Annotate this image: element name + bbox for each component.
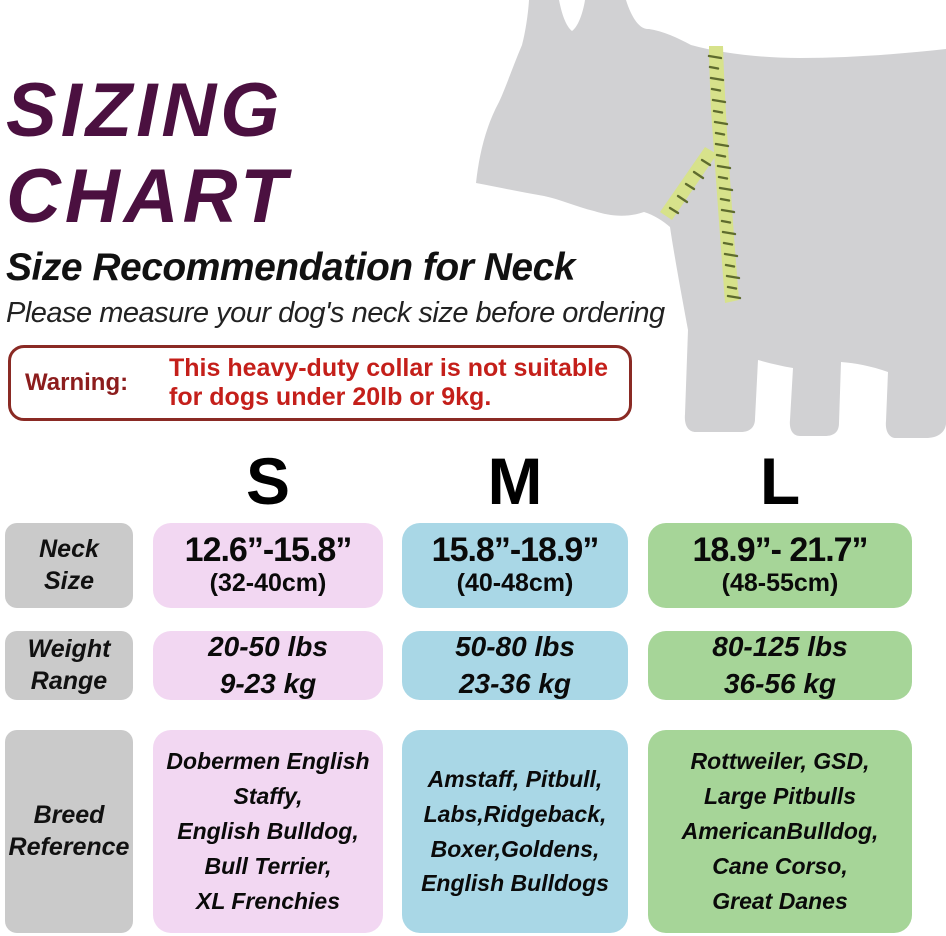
row-header-line: Weight <box>27 635 111 664</box>
breed-line: English Bulldogs <box>421 870 609 897</box>
breed-line: Cane Corso, <box>712 852 848 879</box>
measuring-tape-icon <box>660 46 742 303</box>
weight-range-row-header: Weight Range <box>5 631 133 700</box>
breed-line: Great Danes <box>712 887 848 914</box>
page-title: SIZING CHART <box>6 68 291 240</box>
breed-cell-m: Amstaff, Pitbull, Labs,Ridgeback, Boxer,… <box>402 730 628 933</box>
weight-cell-m: 50-80 lbs 23-36 kg <box>402 631 628 700</box>
weight-kg: 23-36 kg <box>458 667 572 699</box>
warning-text-line2: for dogs under 20lb or 9kg. <box>169 383 492 411</box>
breed-line: XL Frenchies <box>195 887 341 914</box>
warning-label: Warning: <box>25 369 129 396</box>
neck-size-cell-m: 15.8”-18.9” (40-48cm) <box>402 523 628 608</box>
neck-inches: 12.6”-15.8” <box>184 530 353 569</box>
breed-line: Boxer,Goldens, <box>430 835 600 862</box>
neck-inches: 15.8”-18.9” <box>431 530 600 569</box>
breed-line: Large Pitbulls <box>703 783 857 810</box>
size-column-letter-s: S <box>245 444 291 518</box>
neck-cm: (40-48cm) <box>456 569 574 598</box>
subtitle: Size Recommendation for Neck <box>6 246 575 289</box>
breed-line: Rottweiler, GSD, <box>690 748 870 775</box>
row-header-line: Neck <box>39 535 99 564</box>
weight-cell-l: 80-125 lbs 36-56 kg <box>648 631 912 700</box>
weight-kg: 36-56 kg <box>723 667 837 699</box>
dog-illustration <box>458 0 946 442</box>
neck-inches: 18.9”- 21.7” <box>692 530 868 569</box>
breed-line: Amstaff, Pitbull, <box>427 765 603 792</box>
row-header-line: Size <box>43 566 95 595</box>
neck-size-cell-l: 18.9”- 21.7” (48-55cm) <box>648 523 912 608</box>
measure-instruction: Please measure your dog's neck size befo… <box>6 297 665 329</box>
warning-text-line1: This heavy-duty collar is not suitable <box>169 354 608 382</box>
neck-cm: (48-55cm) <box>721 569 839 598</box>
weight-lbs: 50-80 lbs <box>455 631 575 663</box>
weight-cell-s: 20-50 lbs 9-23 kg <box>153 631 383 700</box>
neck-cm: (32-40cm) <box>209 569 327 598</box>
page-title-line1: SIZING <box>6 68 284 153</box>
breed-reference-row-header: Breed Reference <box>5 730 133 933</box>
size-column-letter-m: M <box>487 444 543 518</box>
warning-text: This heavy-duty collar is not suitable f… <box>169 354 608 412</box>
tape-tick-marks <box>668 54 742 300</box>
breed-line: Staffy, <box>233 783 303 810</box>
weight-lbs: 20-50 lbs <box>208 631 328 663</box>
weight-kg: 9-23 kg <box>219 667 317 699</box>
breed-line: AmericanBulldog, <box>681 818 879 845</box>
breed-cell-l: Rottweiler, GSD, Large Pitbulls American… <box>648 730 912 933</box>
weight-lbs: 80-125 lbs <box>712 631 848 663</box>
breed-line: Bull Terrier, <box>204 852 332 879</box>
page-title-line2: CHART <box>6 154 291 239</box>
size-column-letter-l: L <box>759 444 801 518</box>
dog-silhouette-icon <box>476 0 946 438</box>
neck-size-cell-s: 12.6”-15.8” (32-40cm) <box>153 523 383 608</box>
breed-line: Dobermen English <box>166 748 370 775</box>
row-header-line: Reference <box>8 832 130 861</box>
breed-line: English Bulldog, <box>177 818 359 845</box>
warning-box: Warning: This heavy-duty collar is not s… <box>8 345 632 421</box>
dog-body-shape <box>476 0 946 438</box>
row-header-line: Breed <box>33 801 105 830</box>
row-header-line: Range <box>30 666 108 695</box>
neck-size-row-header: Neck Size <box>5 523 133 608</box>
breed-cell-s: Dobermen English Staffy, English Bulldog… <box>153 730 383 933</box>
breed-line: Labs,Ridgeback, <box>423 800 607 827</box>
